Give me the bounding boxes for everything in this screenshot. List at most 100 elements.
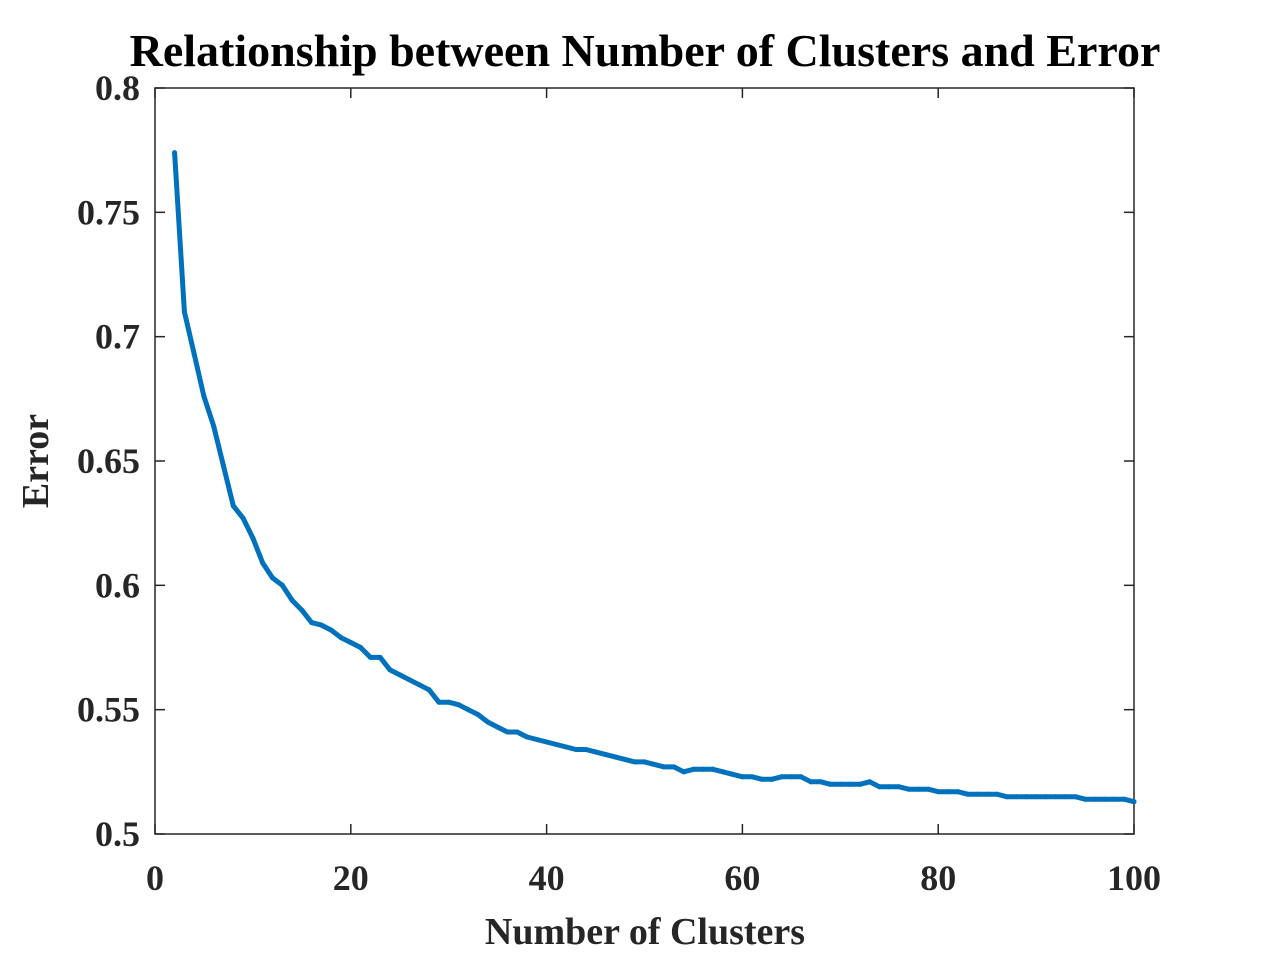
data-point: [524, 734, 530, 740]
x-tick-label: 20: [333, 858, 369, 898]
data-point: [818, 779, 824, 785]
data-point: [1023, 794, 1029, 800]
data-point: [544, 739, 550, 745]
data-point: [1131, 799, 1137, 805]
data-point: [974, 791, 980, 797]
chart-title: Relationship between Number of Clusters …: [130, 25, 1161, 76]
data-point: [211, 423, 217, 429]
data-point: [965, 791, 971, 797]
x-tick-label: 60: [724, 858, 760, 898]
data-point: [1111, 796, 1117, 802]
data-point: [260, 560, 266, 566]
data-point: [1004, 794, 1010, 800]
data-point: [387, 667, 393, 673]
data-point: [945, 789, 951, 795]
data-point: [730, 771, 736, 777]
data-point: [710, 766, 716, 772]
data-point: [289, 597, 295, 603]
data-point: [583, 747, 589, 752]
y-tick-label: 0.75: [77, 192, 140, 232]
data-point: [1014, 794, 1019, 800]
x-tick-label: 40: [529, 858, 565, 898]
data-point: [318, 622, 324, 628]
data-point: [367, 654, 373, 660]
x-axis-ticks: [154, 88, 1135, 834]
data-point: [739, 774, 745, 780]
data-point: [720, 769, 726, 775]
data-point: [426, 687, 432, 693]
plot-frame: [154, 87, 1135, 835]
data-point: [1102, 796, 1108, 802]
data-point: [759, 776, 765, 782]
data-point: [681, 769, 687, 775]
x-tick-label: 0: [146, 858, 164, 898]
data-point: [221, 463, 226, 469]
data-point: [671, 764, 677, 770]
data-point: [436, 699, 442, 705]
data-point: [201, 393, 207, 399]
data-point: [749, 774, 755, 780]
data-point: [661, 764, 667, 770]
data-point: [779, 774, 785, 780]
plot-area: 0 20 40 60 80 100 0.5 0.55 0.6 0.65 0.7 0.75 0.8: [77, 68, 1161, 898]
data-point: [397, 672, 403, 678]
data-point: [309, 620, 315, 626]
y-axis-label: Error: [15, 414, 57, 508]
data-point: [563, 744, 569, 750]
data-point: [1033, 794, 1039, 800]
x-axis-label: Number of Clusters: [485, 911, 805, 953]
data-point: [495, 724, 501, 730]
data-point: [857, 781, 863, 787]
data-point: [984, 791, 990, 797]
data-point: [642, 759, 647, 765]
data-point: [191, 351, 197, 357]
data-point: [465, 707, 471, 713]
data-point: [837, 781, 843, 787]
data-point: [1072, 794, 1078, 800]
data-point: [593, 749, 598, 755]
data-point: [916, 786, 922, 792]
data-point: [1063, 794, 1068, 800]
data-point: [514, 729, 520, 735]
error-series-points: [172, 150, 1137, 805]
x-tick-label: 80: [920, 858, 956, 898]
data-point: [788, 774, 794, 780]
y-tick-label: 0.55: [77, 690, 140, 730]
data-point: [172, 150, 178, 156]
data-point: [877, 784, 882, 790]
data-point: [475, 712, 481, 718]
data-point: [1043, 794, 1049, 800]
data-point: [573, 747, 579, 752]
data-point: [651, 761, 657, 767]
data-point: [240, 515, 246, 521]
data-point: [896, 784, 902, 790]
x-axis-tick-labels: 0 20 40 60 80 100: [146, 858, 1161, 898]
y-tick-label: 0.6: [95, 565, 140, 605]
data-point: [504, 729, 510, 735]
data-point: [553, 742, 559, 747]
data-point: [906, 786, 912, 792]
data-point: [338, 635, 344, 641]
data-point: [358, 645, 364, 650]
data-point: [935, 789, 941, 795]
data-point: [955, 789, 961, 795]
data-point: [632, 759, 638, 765]
y-tick-label: 0.5: [95, 814, 140, 854]
data-point: [270, 575, 275, 581]
data-point: [808, 779, 814, 785]
data-point: [1053, 794, 1059, 800]
x-tick-label: 100: [1107, 858, 1161, 898]
data-point: [994, 791, 1000, 797]
data-point: [700, 766, 706, 772]
data-point: [485, 719, 491, 725]
data-point: [798, 774, 804, 780]
data-point: [407, 677, 412, 683]
data-point: [446, 699, 452, 705]
y-tick-label: 0.65: [77, 441, 140, 481]
data-point: [691, 766, 696, 772]
data-point: [622, 756, 628, 762]
data-point: [925, 786, 931, 792]
data-point: [279, 582, 285, 588]
data-point: [534, 737, 540, 742]
